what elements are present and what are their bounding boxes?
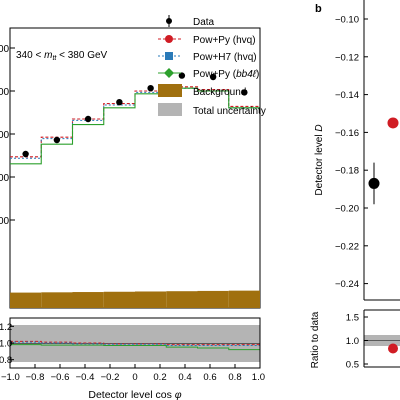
b-y-tick-label: −0.22	[335, 241, 359, 252]
main-y-tick-label: 00	[0, 130, 10, 141]
b-y-tick-label: −0.24	[335, 279, 359, 290]
region-label: 340 < mtt < 380 GeV	[16, 50, 108, 62]
legend-item-pow-py-hvq: Pow+Py (hvq)	[158, 35, 256, 46]
b-ratio-y-tick-label: 1.5	[346, 313, 359, 324]
x-tick-label: −0.8	[26, 372, 45, 383]
x-tick-label: 1.0	[252, 372, 265, 383]
data-points	[22, 72, 248, 158]
x-tick-label: −1.0	[1, 372, 20, 383]
background-bar	[166, 291, 198, 308]
ratio-y-tick-label: 1.2	[0, 322, 12, 333]
legend-label: Data	[193, 17, 215, 28]
blue-square-icon	[165, 52, 173, 60]
x-tick-label: 0.8	[228, 372, 241, 383]
x-tick-label: −0.2	[101, 372, 120, 383]
background-bar	[72, 292, 104, 308]
b-y-tick-label: −0.12	[335, 52, 359, 63]
background-bar	[135, 291, 167, 308]
b-y-ticks: −0.10 −0.12 −0.14 −0.16 −0.18 −0.20 −0.22 −0.24	[335, 15, 368, 290]
x-tick-label: 0	[132, 372, 137, 383]
x-tick-label: 0.2	[153, 372, 166, 383]
x-axis-label: Detector level cos φ	[88, 389, 181, 400]
b-ratio-y-ticks: 1.5 1.0 0.5	[346, 313, 368, 371]
b-y-tick-label: −0.20	[335, 204, 359, 215]
red-circle-icon	[165, 35, 173, 43]
x-tick-label: 0.4	[178, 372, 191, 383]
data-point-icon	[166, 18, 172, 24]
legend-item-data: Data	[166, 15, 215, 28]
legend-item-total-uncertainty: Total uncertainty	[158, 103, 266, 117]
data-point	[84, 115, 92, 123]
brown-box-icon	[158, 84, 182, 97]
b-ratio-y-axis-label: Ratio to data	[310, 311, 321, 368]
main-y-tick-label: 00	[0, 87, 10, 98]
background-bars	[10, 290, 260, 308]
b-ratio-points	[388, 343, 398, 354]
b-y-tick-label: −0.14	[335, 90, 359, 101]
legend-label: Pow+H7 (hvq)	[193, 52, 257, 63]
main-y-tick-label: 00	[0, 216, 10, 227]
b-y-tick-label: −0.18	[335, 166, 359, 177]
b-y-axis-label: Detector level D	[314, 124, 325, 195]
prediction-steps	[10, 86, 260, 165]
b-points	[368, 117, 399, 205]
background-bar	[41, 292, 73, 308]
green-diamond-icon	[164, 68, 174, 78]
legend-item-pow-h7-hvq: Pow+H7 (hvq)	[158, 52, 257, 63]
main-y-tick-label: 00	[0, 44, 10, 55]
x-tick-label: 0.6	[203, 372, 216, 383]
ratio-step-line	[10, 340, 260, 346]
background-bar	[197, 290, 229, 308]
x-tick-label: −0.4	[76, 372, 95, 383]
legend-label: Pow+Py (hvq)	[193, 35, 256, 46]
background-bar	[228, 290, 260, 308]
legend-label: Background	[193, 87, 246, 98]
b-y-tick-label: −0.16	[335, 128, 359, 139]
panel-b: b −0.10−0.12−0.14−0.16−0.18−0.20−0.22−0.…	[310, 0, 400, 371]
data-point	[22, 150, 29, 158]
ratio-x-ticks: −1.0 −0.8 −0.6 −0.4 −0.2 0 0.2 0.4 0.6 0.8 1.0	[1, 364, 265, 383]
data-point	[53, 136, 61, 144]
ratio-step-line	[10, 341, 260, 346]
main-y-tick-label: 00	[0, 173, 10, 184]
data-point	[147, 85, 154, 92]
panel-a-ratio: 1.2 1.0 0.8 −1.0 −0.8 −0.6 −0.4 −0.2 0 0.2 0.4 0.6…	[0, 317, 265, 400]
prediction-step-line	[10, 87, 260, 165]
legend-item-pow-py-bb4l: Pow+Py (bb4ℓ)	[158, 68, 259, 80]
ratio-y-tick-label: 0.8	[0, 355, 12, 366]
data-point	[116, 99, 123, 106]
legend: Data Pow+Py (hvq) Pow+H7 (hvq) Pow+Py (b…	[158, 15, 266, 117]
ratio-step-line	[10, 344, 260, 351]
x-tick-label: −0.6	[51, 372, 70, 383]
b-y-tick-label: −0.10	[335, 15, 359, 26]
panel-a-main: 00 00 00 00 00 340 < mtt < 380 GeV Data Pow+…	[0, 15, 266, 309]
grey-box-icon	[158, 103, 182, 116]
data-point	[178, 72, 186, 79]
legend-item-background: Background	[158, 84, 246, 98]
background-bar	[103, 291, 135, 308]
legend-label: Pow+Py (bb4ℓ)	[193, 69, 259, 80]
b-ratio-pow-py-hvq-point	[388, 343, 398, 354]
b-ratio-y-tick-label: 0.5	[346, 360, 359, 371]
data-point	[241, 89, 248, 96]
ratio-y-tick-label: 1.0	[0, 339, 12, 350]
b-ratio-y-tick-label: 1.0	[346, 336, 359, 347]
legend-label: Total uncertainty	[193, 106, 266, 117]
background-bar	[10, 292, 42, 308]
b-data-point	[368, 177, 380, 189]
b-pow-py-hvq-point	[387, 117, 399, 129]
data-point	[209, 73, 217, 81]
ratio-y-ticks: 1.2 1.0 0.8	[0, 322, 14, 366]
ratio-steps	[10, 340, 260, 351]
panel-label-b: b	[315, 3, 322, 15]
main-y-ticks: 00 00 00 00 00	[0, 44, 15, 227]
